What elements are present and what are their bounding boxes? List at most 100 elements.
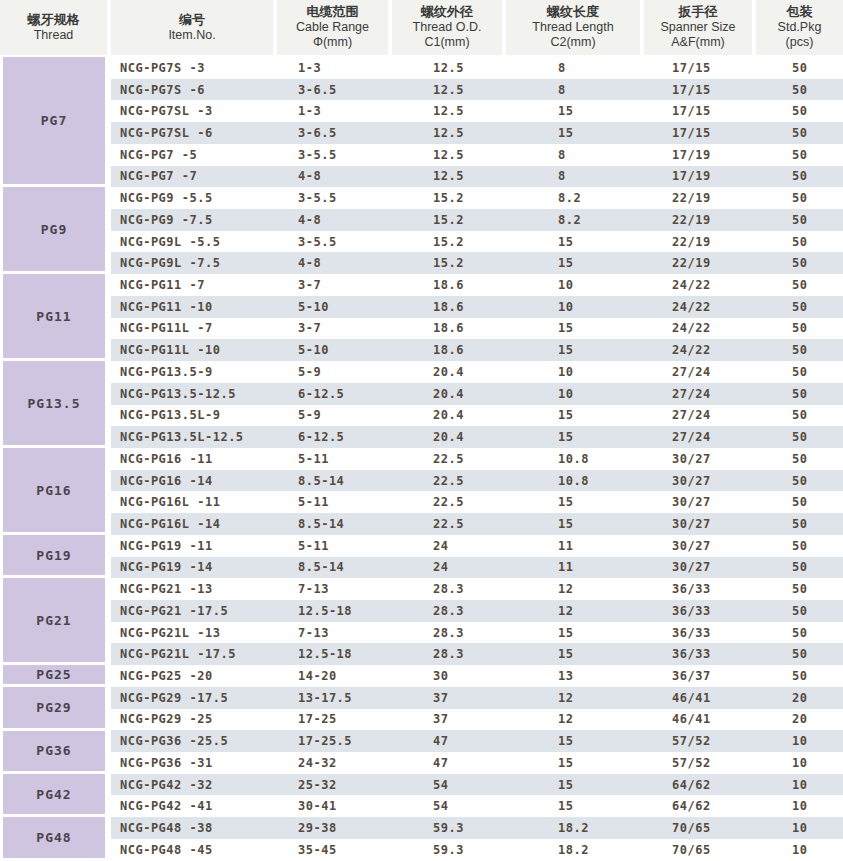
table-row: NCG-PG21L -137-1328.31536/3350 xyxy=(111,622,843,644)
item-no-cell: NCG-PG48 -45 xyxy=(111,843,289,857)
thread-length-cell: 18.2 xyxy=(549,843,663,857)
thread-od-cell: 12.5 xyxy=(424,126,549,140)
thread-od-cell: 24 xyxy=(424,539,549,553)
cable-range-cell: 24-32 xyxy=(289,756,424,770)
column-header-en: Item.No. xyxy=(168,28,215,43)
spanner-size-cell: 24/22 xyxy=(663,321,783,335)
std-pkg-cell: 50 xyxy=(783,300,843,314)
thread-od-cell: 47 xyxy=(424,756,549,770)
column-header-zh: 螺牙规格 xyxy=(28,12,80,28)
table-row: NCG-PG42 -4130-41541564/6210 xyxy=(111,795,843,817)
cable-range-cell: 5-11 xyxy=(289,495,424,509)
thread-length-cell: 8 xyxy=(549,169,663,183)
thread-od-cell: 12.5 xyxy=(424,61,549,75)
spanner-size-cell: 30/27 xyxy=(663,517,783,531)
thread-length-cell: 18.2 xyxy=(549,821,663,835)
thread-od-cell: 20.4 xyxy=(424,408,549,422)
spanner-size-cell: 27/24 xyxy=(663,387,783,401)
std-pkg-cell: 50 xyxy=(783,321,843,335)
thread-group-cell: PG25 xyxy=(3,665,105,684)
thread-od-cell: 59.3 xyxy=(424,843,549,857)
table-row: NCG-PG29 -17.513-17.5371246/4120 xyxy=(111,687,843,709)
table-row: NCG-PG11L -73-718.61524/2250 xyxy=(111,318,843,340)
std-pkg-cell: 20 xyxy=(783,712,843,726)
cable-range-cell: 12.5-18 xyxy=(289,604,424,618)
spanner-size-cell: 17/19 xyxy=(663,169,783,183)
cable-range-cell: 8.5-14 xyxy=(289,560,424,574)
column-header-zh: 编号 xyxy=(179,12,205,28)
column-header-unit: (pcs) xyxy=(786,35,814,50)
cable-range-cell: 13-17.5 xyxy=(289,691,424,705)
table-row: NCG-PG29 -2517-25371246/4120 xyxy=(111,709,843,731)
item-no-cell: NCG-PG48 -38 xyxy=(111,821,289,835)
thread-group-cell: PG42 xyxy=(3,774,105,814)
column-header-en: Thread O.D. xyxy=(413,20,482,35)
column-header-cable-range: 电缆范围 Cable Range Φ(mm) xyxy=(277,0,388,55)
std-pkg-cell: 50 xyxy=(783,560,843,574)
cable-range-cell: 3-5.5 xyxy=(289,235,424,249)
item-no-cell: NCG-PG19 -14 xyxy=(111,560,289,574)
item-no-cell: NCG-PG7S -3 xyxy=(111,61,289,75)
spanner-size-cell: 17/15 xyxy=(663,126,783,140)
spanner-size-cell: 30/27 xyxy=(663,452,783,466)
spanner-size-cell: 24/22 xyxy=(663,343,783,357)
thread-od-cell: 15.2 xyxy=(424,191,549,205)
thread-length-cell: 15 xyxy=(549,734,663,748)
spanner-size-cell: 30/27 xyxy=(663,474,783,488)
std-pkg-cell: 50 xyxy=(783,430,843,444)
item-no-cell: NCG-PG16 -14 xyxy=(111,474,289,488)
item-no-cell: NCG-PG7 -7 xyxy=(111,169,289,183)
cable-range-cell: 1-3 xyxy=(289,104,424,118)
spanner-size-cell: 57/52 xyxy=(663,734,783,748)
std-pkg-cell: 50 xyxy=(783,452,843,466)
table-row: NCG-PG7 -74-812.5817/1950 xyxy=(111,166,843,188)
item-no-cell: NCG-PG7SL -3 xyxy=(111,104,289,118)
thread-od-cell: 22.5 xyxy=(424,517,549,531)
thread-od-cell: 28.3 xyxy=(424,604,549,618)
thread-group-cell: PG11 xyxy=(3,274,105,358)
column-header-unit: C1(mm) xyxy=(424,35,469,50)
cable-range-cell: 5-10 xyxy=(289,300,424,314)
column-header-zh: 扳手径 xyxy=(679,4,718,20)
table-row: NCG-PG9 -7.54-815.28.222/1950 xyxy=(111,209,843,231)
item-no-cell: NCG-PG13.5L-9 xyxy=(111,408,289,422)
table-row: NCG-PG21L -17.512.5-1828.31536/3350 xyxy=(111,643,843,665)
thread-length-cell: 8 xyxy=(549,83,663,97)
thread-od-cell: 28.3 xyxy=(424,647,549,661)
spanner-size-cell: 17/15 xyxy=(663,104,783,118)
thread-length-cell: 11 xyxy=(549,539,663,553)
table-row: NCG-PG7 -53-5.512.5817/1950 xyxy=(111,144,843,166)
thread-od-cell: 22.5 xyxy=(424,452,549,466)
std-pkg-cell: 50 xyxy=(783,191,843,205)
cable-range-cell: 14-20 xyxy=(289,669,424,683)
column-header-zh: 螺纹长度 xyxy=(547,4,599,20)
thread-length-cell: 15 xyxy=(549,430,663,444)
item-no-cell: NCG-PG13.5L-12.5 xyxy=(111,430,289,444)
thread-length-cell: 15 xyxy=(549,235,663,249)
column-header-std-pkg: 包装 Std.Pkg (pcs) xyxy=(756,0,843,55)
thread-length-cell: 15 xyxy=(549,408,663,422)
column-header-en: Thread xyxy=(34,28,74,43)
table-row: NCG-PG9L -7.54-815.21522/1950 xyxy=(111,252,843,274)
spanner-size-cell: 27/24 xyxy=(663,365,783,379)
thread-length-cell: 12 xyxy=(549,582,663,596)
thread-length-cell: 8 xyxy=(549,61,663,75)
thread-od-cell: 18.6 xyxy=(424,343,549,357)
thread-length-cell: 15 xyxy=(549,778,663,792)
std-pkg-cell: 50 xyxy=(783,387,843,401)
thread-length-cell: 11 xyxy=(549,560,663,574)
item-no-cell: NCG-PG36 -31 xyxy=(111,756,289,770)
table-row: NCG-PG11 -105-1018.61024/2250 xyxy=(111,296,843,318)
thread-od-cell: 37 xyxy=(424,691,549,705)
spec-table-page: 螺牙规格 Thread 编号 Item.No. 电缆范围 Cable Range… xyxy=(0,0,843,861)
cable-range-cell: 4-8 xyxy=(289,256,424,270)
cable-range-cell: 5-11 xyxy=(289,452,424,466)
thread-od-cell: 22.5 xyxy=(424,474,549,488)
item-no-cell: NCG-PG9 -7.5 xyxy=(111,213,289,227)
thread-length-cell: 10 xyxy=(549,365,663,379)
thread-od-cell: 20.4 xyxy=(424,430,549,444)
column-header-zh: 包装 xyxy=(787,4,813,20)
cable-range-cell: 8.5-14 xyxy=(289,474,424,488)
column-header-thread: 螺牙规格 Thread xyxy=(0,0,107,55)
table-row: NCG-PG7SL -31-312.51517/1550 xyxy=(111,100,843,122)
